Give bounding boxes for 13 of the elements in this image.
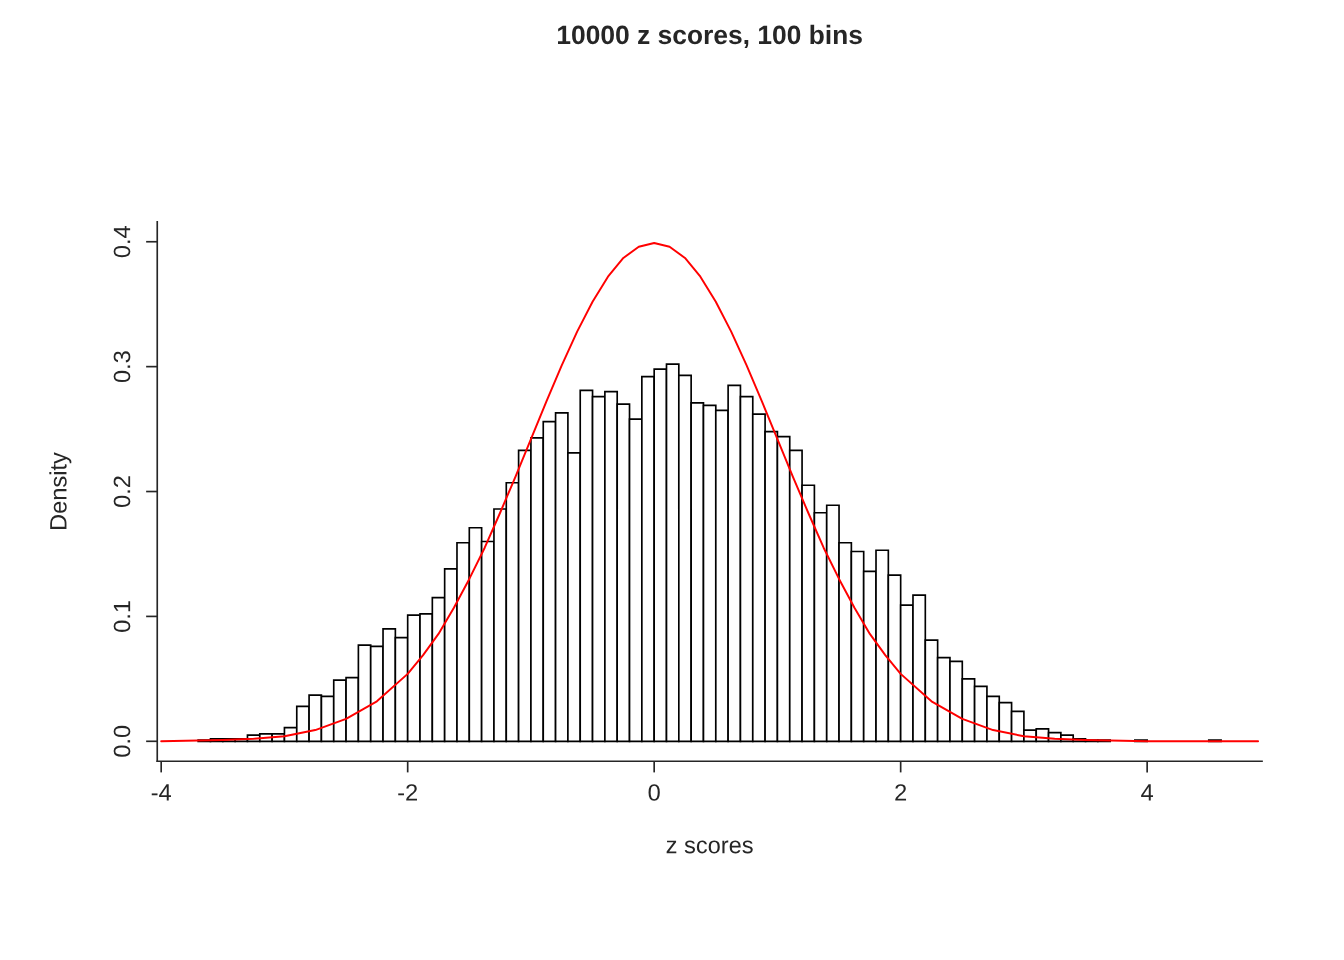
y-tick-label: 0.0 [113, 725, 131, 757]
x-tick-label: 4 [1141, 784, 1154, 801]
x-axis-title: z scores [666, 840, 753, 854]
x-tick-label: -4 [151, 784, 171, 801]
x-tick-label: 0 [648, 784, 660, 801]
y-axis-title: Density [49, 452, 72, 529]
x-tick-label: 2 [895, 784, 907, 801]
y-tick-label: 0.3 [113, 351, 131, 383]
chart-title: 10000 z scores, 100 bins [558, 24, 862, 49]
y-tick-label: 0.1 [113, 601, 131, 632]
y-tick-label: 0.4 [113, 226, 131, 258]
y-tick-label: 0.2 [113, 476, 131, 508]
x-tick-label: -2 [398, 784, 417, 801]
